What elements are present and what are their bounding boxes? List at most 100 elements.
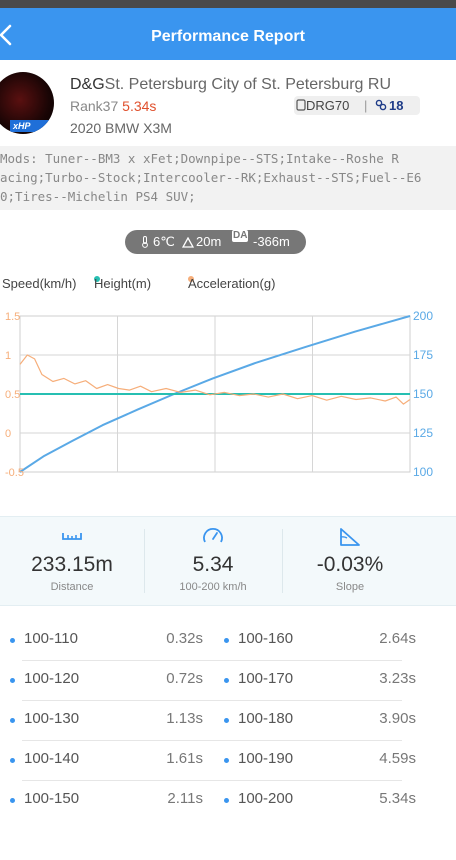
split-cell: 100-200 5.34s [224, 780, 416, 820]
driver-location: St. Petersburg City of St. Petersburg RU [104, 76, 392, 93]
stat-distance: 233.15m Distance [0, 517, 144, 605]
right-axis-tick: 150 [413, 387, 433, 401]
status-bar [0, 0, 456, 8]
split-range: 100-200 [238, 790, 294, 807]
split-cell: 100-180 3.90s [224, 700, 416, 740]
divider [282, 529, 283, 593]
stat-value: -0.03% [316, 553, 384, 576]
split-cell: 100-150 2.11s [10, 780, 203, 820]
split-range: 100-140 [24, 750, 80, 767]
split-time: 4.59s [379, 750, 416, 767]
bullet-icon [224, 638, 229, 643]
level-badge-icon [375, 99, 387, 111]
row-divider [22, 740, 402, 741]
left-axis-tick: 0.5 [5, 389, 20, 401]
driver-name-line: D&GSt. Petersburg City of St. Petersburg… [70, 76, 391, 94]
tag-separator: | [364, 98, 368, 113]
mods-line: 0;Tires--Michelin PS4 SUV; [0, 189, 196, 204]
mods-line: Mods: Tuner--BM3 x xFet;Downpipe--STS;In… [0, 151, 399, 166]
rank-time: 5.34s [122, 98, 157, 114]
split-cell: 100-110 0.32s [10, 620, 203, 660]
left-axis-tick: 0 [5, 428, 11, 440]
bullet-icon [10, 718, 15, 723]
driver-name: D&G [70, 76, 105, 93]
split-cell: 100-130 1.13s [10, 700, 203, 740]
back-arrow-icon[interactable] [0, 24, 18, 46]
split-time: 3.90s [379, 710, 416, 727]
mountain-icon [182, 237, 194, 248]
rank-line: Rank37 5.34s [70, 98, 156, 114]
table-row: 100-110 0.32s 100-160 2.64s [0, 620, 456, 660]
bullet-icon [10, 798, 15, 803]
left-axis-tick: -0.5 [5, 467, 24, 476]
stat-label: Slope [335, 581, 365, 593]
table-row: 100-140 1.61s 100-190 4.59s [0, 740, 456, 780]
ruler-icon [62, 533, 82, 540]
series-line-Acceleration(g) [19, 354, 411, 405]
avatar-badge: xHP [10, 120, 53, 132]
mods-line: acing;Turbo--Stock;Intercooler--RK;Exhau… [0, 170, 422, 185]
legend-dot [94, 276, 100, 282]
performance-chart: 1.5 1 0.5 0 -0.5 200 175 150 125 100 [5, 309, 433, 476]
bullet-icon [224, 678, 229, 683]
app-header: Performance Report [0, 8, 456, 60]
environment-pill: 6℃ 20m DA -366m [125, 230, 306, 254]
split-time: 0.72s [166, 670, 203, 687]
device-tag: DRG70 | 18 [294, 96, 420, 115]
table-row: 100-130 1.13s 100-180 3.90s [0, 700, 456, 740]
page-title: Performance Report [151, 28, 305, 45]
split-range: 100-160 [238, 630, 294, 647]
right-axis-tick: 200 [413, 309, 433, 323]
table-row: 100-120 0.72s 100-170 3.23s [0, 660, 456, 700]
split-range: 100-180 [238, 710, 294, 727]
stat-slope: -0.03% Slope [282, 517, 418, 605]
stat-value: 5.34 [192, 553, 234, 576]
left-axis-tick: 1 [5, 350, 11, 362]
bullet-icon [224, 798, 229, 803]
split-cell: 100-160 2.64s [224, 620, 416, 660]
split-time: 2.11s [167, 790, 203, 807]
split-time: 5.34s [379, 790, 416, 807]
avatar[interactable]: xHP [0, 72, 54, 134]
profile-card: xHP D&GSt. Petersburg City of St. Peters… [0, 60, 456, 146]
split-range: 100-190 [238, 750, 294, 767]
split-time: 3.23s [379, 670, 416, 687]
split-cell: 100-190 4.59s [224, 740, 416, 780]
stat-label: Distance [50, 581, 94, 593]
row-divider [22, 700, 402, 701]
bullet-icon [224, 718, 229, 723]
right-axis-tick: 175 [413, 348, 433, 362]
split-range: 100-150 [24, 790, 80, 807]
split-range: 100-130 [24, 710, 80, 727]
density-altitude: -366m [253, 234, 290, 249]
mods-list: Mods: Tuner--BM3 x xFet;Downpipe--STS;In… [0, 146, 456, 210]
row-divider [22, 780, 402, 781]
split-range: 100-170 [238, 670, 294, 687]
stat-label: 100-200 km/h [179, 581, 247, 593]
speedometer-icon [203, 528, 223, 543]
thermometer-icon [142, 236, 148, 248]
bullet-icon [10, 758, 15, 763]
split-cell: 100-140 1.61s [10, 740, 203, 780]
split-range: 100-120 [24, 670, 80, 687]
split-cell: 100-120 0.72s [10, 660, 203, 700]
left-axis-tick: 1.5 [5, 311, 20, 323]
altitude: 20m [196, 234, 222, 249]
bullet-icon [10, 638, 15, 643]
right-axis-tick: 100 [413, 465, 433, 476]
split-time: 1.61s [166, 750, 203, 767]
split-range: 100-110 [24, 630, 78, 647]
split-time: 2.64s [379, 630, 416, 647]
row-divider [22, 660, 402, 661]
driver-level: 18 [389, 98, 404, 113]
divider [144, 529, 145, 593]
stat-value: 233.15m [31, 553, 113, 576]
split-time: 0.32s [166, 630, 203, 647]
stat-acceleration-time: 5.34 100-200 km/h [144, 517, 282, 605]
bullet-icon [10, 678, 15, 683]
car-model: 2020 BMW X3M [70, 120, 172, 136]
temperature: 6℃ [153, 234, 175, 249]
rank-label: Rank37 [70, 98, 119, 114]
legend-dot [188, 276, 194, 282]
device-name: DRG70 [306, 98, 350, 113]
